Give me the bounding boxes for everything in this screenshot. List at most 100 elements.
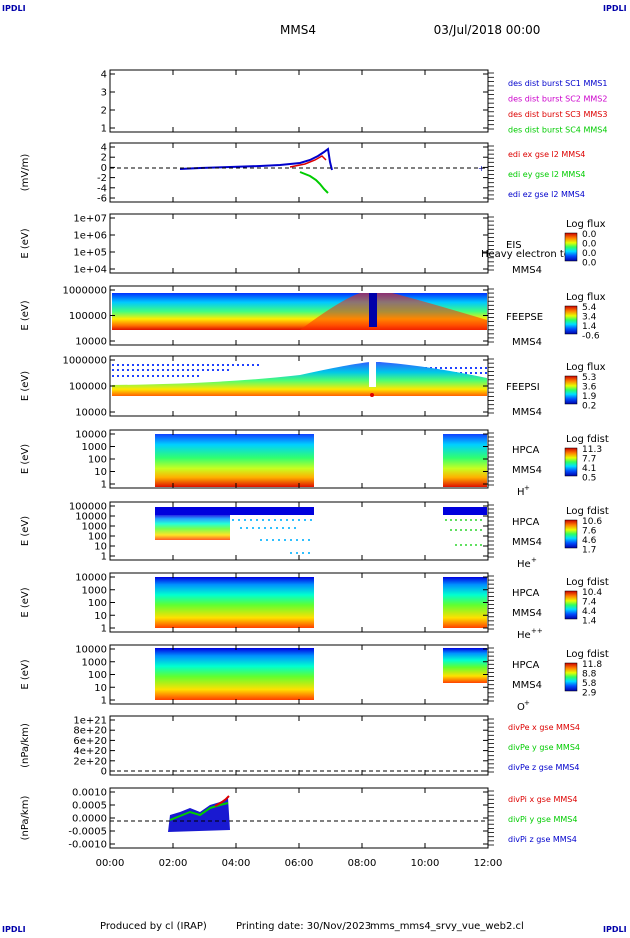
panel-frame <box>109 142 489 203</box>
colorbar-tick-label: 0.5 <box>582 474 596 484</box>
colorbar-tick-label: 0.0 <box>582 259 597 269</box>
hpca-he2-block-1 <box>155 577 314 628</box>
legend-entry: divPi y gse MMS4 <box>508 815 577 824</box>
colorbar-tick-label: 1.4 <box>582 617 597 627</box>
instrument-label: FEEPSE <box>506 312 543 323</box>
y-tick-label: 10000 <box>75 408 107 419</box>
colorbar-tick-label: 4.4 <box>582 607 597 617</box>
divpi-trace-red <box>214 795 230 807</box>
legend-entry: edi ey gse l2 MMS4 <box>508 170 586 179</box>
feepse-gap <box>369 293 377 327</box>
feepsi-gap <box>369 362 376 387</box>
hpca-he-sparse-1 <box>232 519 314 554</box>
x-tick-label: 10:00 <box>411 858 440 869</box>
species-charge: + <box>524 484 530 492</box>
y-tick-label: 1e+07 <box>73 214 107 225</box>
y-axis-label: E (eV) <box>20 516 31 546</box>
y-axis-label: E (eV) <box>20 444 31 474</box>
colorbar-tick-label: 7.6 <box>582 527 597 537</box>
hpca-o-block-2 <box>443 648 487 683</box>
y-tick-label: 10 <box>94 542 107 553</box>
edi-trace-ey <box>299 171 329 194</box>
y-tick-label: 1e+05 <box>73 248 107 259</box>
y-tick-label: 6e+20 <box>73 736 107 747</box>
panel-frame <box>109 69 489 133</box>
y-tick-label: 1e+21 <box>73 716 107 727</box>
hpca-he2-block-2 <box>443 577 487 628</box>
y-tick-label: -2 <box>97 173 107 184</box>
corner-label-bl: IPDLI <box>2 925 26 934</box>
instrument-label: FEEPSI <box>506 382 540 393</box>
corner-label-tr: IPDLI <box>603 4 627 13</box>
y-tick-label: 100 <box>88 532 107 543</box>
y-tick-label: 1 <box>101 624 107 635</box>
colorbar-title: Log flux <box>566 219 606 230</box>
legend-entry: divPe y gse MMS4 <box>508 743 580 752</box>
legend-entry: divPe x gse MMS4 <box>508 723 580 732</box>
hpca-he-sparse-2 <box>445 519 485 546</box>
y-tick-label: 1 <box>101 696 107 707</box>
legend-entry: edi ex gse l2 MMS4 <box>508 150 585 159</box>
colorbar-title: Log fdist <box>566 649 609 660</box>
colorbar-tick-label: 10.6 <box>582 517 602 527</box>
feepsi-spectrogram <box>112 362 487 396</box>
colorbar-title: Log fdist <box>566 434 609 445</box>
hpca-he-spread-1 <box>155 515 230 540</box>
colorbar-title: Log fdist <box>566 577 609 588</box>
y-tick-label: 1 <box>101 480 107 491</box>
y-tick-label: 10000 <box>75 512 107 523</box>
panel-feepse: 1000000 100000 10000 E (eV) FEEPSE MMS4 Log fl… <box>20 285 606 348</box>
y-tick-label: 1 <box>101 552 107 563</box>
y-tick-label: -0.0010 <box>68 840 107 851</box>
colorbar-tick-label: 1.7 <box>582 546 596 556</box>
colorbar-tick-label: 4.1 <box>582 464 596 474</box>
spacecraft-label: MMS4 <box>512 680 542 691</box>
colorbar-tick-label: 3.4 <box>582 313 597 323</box>
corner-label-br: IPDLI <box>603 925 627 934</box>
species-charge: ++ <box>531 627 543 635</box>
y-tick-label: 1e+04 <box>73 265 107 276</box>
hpca-he-band-1 <box>155 507 314 515</box>
colorbar-title: Log flux <box>566 292 606 303</box>
hpca-h-block-2 <box>443 434 487 487</box>
spacecraft-label: MMS4 <box>512 537 542 548</box>
species-label: O <box>517 702 525 713</box>
legend-entry: edi ez gse l2 MMS4 <box>508 190 585 199</box>
y-tick-label: 4e+20 <box>73 746 107 757</box>
y-tick-label: 4 <box>101 70 107 81</box>
y-tick-label: 1 <box>101 124 107 135</box>
y-tick-label: 10000 <box>75 573 107 584</box>
spacecraft-label: MMS4 <box>512 608 542 619</box>
hpca-o-block-1 <box>155 648 314 700</box>
colorbar-tick-label: 0.2 <box>582 402 596 412</box>
y-tick-label: 100 <box>88 670 107 681</box>
colorbar-tick-label: 0.0 <box>582 240 597 250</box>
spacecraft-label: MMS4 <box>512 407 542 418</box>
edi-trace-ez <box>179 147 333 171</box>
y-tick-label: 100000 <box>69 311 107 322</box>
y-tick-label: 10 <box>94 683 107 694</box>
y-tick-label: 2 <box>101 106 107 117</box>
y-axis-label: E (eV) <box>20 371 31 401</box>
species-charge: + <box>524 699 530 707</box>
colorbar-tick-label: 2.9 <box>582 689 597 699</box>
y-tick-label: 1e+06 <box>73 231 107 242</box>
feepse-hot-region <box>300 293 487 330</box>
panel-frame <box>109 715 489 776</box>
colorbar-tick-label: 5.4 <box>582 303 597 313</box>
colorbar-tick-label: 11.3 <box>582 445 602 455</box>
colorbar-tick-label: 10.4 <box>582 588 602 598</box>
footer-produced-by: Produced by cl (IRAP) <box>100 921 207 932</box>
y-tick-label: 100000 <box>69 502 107 513</box>
y-tick-label: 4 <box>101 143 107 154</box>
x-tick-label: 00:00 <box>96 858 125 869</box>
colorbar <box>564 232 578 262</box>
datetime-title: 03/Jul/2018 00:00 <box>434 23 541 37</box>
y-tick-label: 100000 <box>69 382 107 393</box>
y-tick-label: -4 <box>97 183 107 194</box>
y-tick-label: 0 <box>101 767 107 778</box>
colorbar-tick-label: 0.0 <box>582 249 597 259</box>
y-tick-label: 1000000 <box>62 286 107 297</box>
